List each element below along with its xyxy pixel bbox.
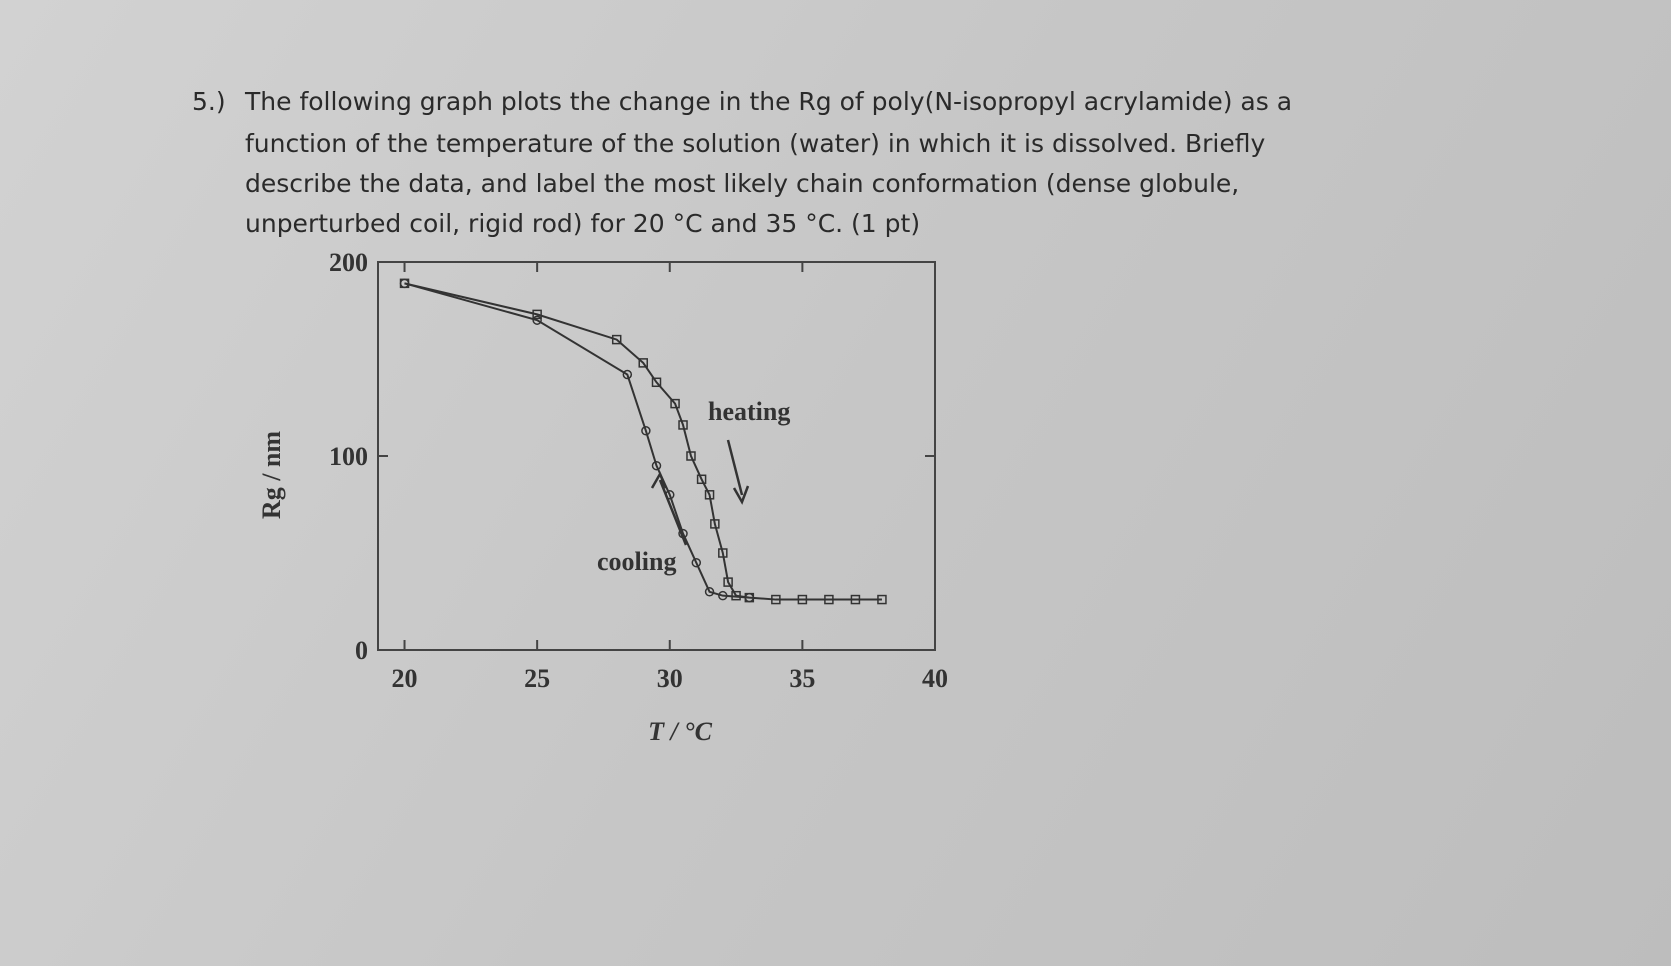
heating-arrow: [726, 439, 750, 505]
data-point: [651, 460, 662, 471]
plot-frame: [377, 261, 936, 651]
data-point: [691, 557, 702, 568]
y-tick-label: 100: [329, 442, 368, 471]
data-point: [665, 490, 675, 500]
data-point: [877, 594, 887, 605]
question-line: function of the temperature of the solut…: [245, 129, 1265, 158]
data-point: [704, 587, 715, 597]
data-point: [704, 490, 715, 500]
y-axis-label: Rg / nm: [257, 431, 286, 519]
data-point: [718, 590, 728, 601]
data-point: [641, 426, 651, 436]
data-point: [651, 377, 662, 388]
cooling-arrow: [650, 471, 688, 546]
x-axis-label: T / °C: [648, 717, 713, 746]
data-point: [771, 594, 781, 605]
data-point: [678, 528, 688, 539]
data-point: [824, 594, 834, 605]
question-line: describe the data, and label the most li…: [245, 169, 1239, 198]
data-point: [718, 548, 728, 558]
data-point: [611, 334, 622, 345]
data-point: [678, 420, 688, 430]
data-line: [404, 282, 750, 599]
data-point: [399, 278, 410, 289]
data-point: [723, 577, 733, 587]
x-tick-label: 30: [657, 664, 683, 693]
x-tick-label: 35: [789, 664, 815, 693]
data-point: [744, 592, 755, 603]
data-point: [710, 519, 720, 529]
data-point: [696, 474, 707, 485]
data-point: [638, 358, 648, 368]
y-tick-label: 0: [355, 636, 368, 665]
data-point: [850, 594, 861, 605]
data-point: [686, 451, 696, 461]
annotation-label: heating: [708, 397, 790, 426]
data-point: [532, 309, 542, 320]
annotation-label: cooling: [597, 547, 676, 576]
question-line: unperturbed coil, rigid rod) for 20 °C a…: [245, 209, 920, 238]
data-point: [622, 369, 633, 380]
question-number: 5.): [192, 87, 226, 116]
question-line: The following graph plots the change in …: [244, 87, 1292, 116]
data-point: [532, 315, 542, 325]
y-tick-label: 200: [329, 248, 368, 277]
x-tick-label: 40: [922, 664, 948, 693]
x-tick-label: 25: [524, 664, 550, 693]
data-point: [797, 594, 808, 605]
data-point: [670, 398, 680, 409]
x-tick-label: 20: [392, 664, 418, 693]
